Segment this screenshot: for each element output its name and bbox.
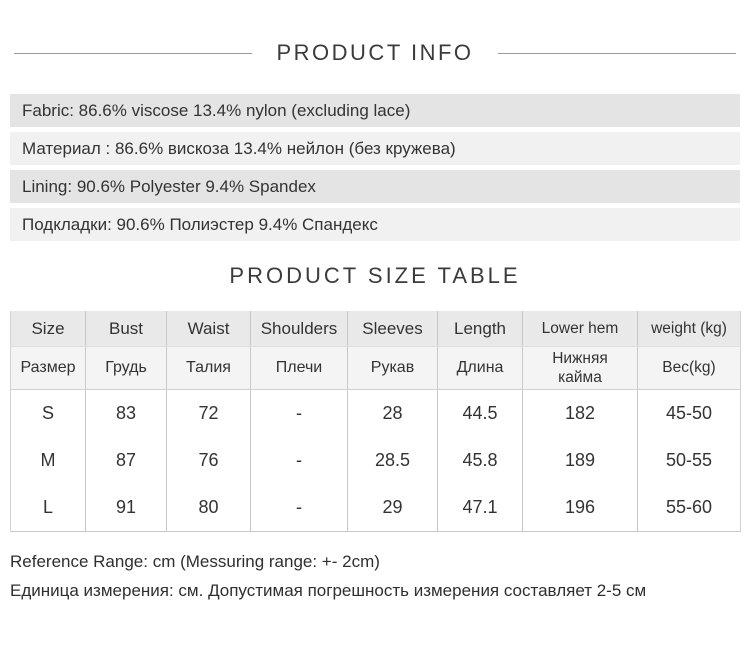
size-row-s: S 83 72 - 28 44.5 182 45-50 — [10, 389, 741, 437]
cell-sleeves: 28 — [347, 389, 438, 437]
reference-range-en: Reference Range: cm (Messuring range: +-… — [10, 552, 380, 571]
col-header-length-ru: Длина — [437, 346, 523, 390]
cell-shoulders: - — [250, 484, 348, 532]
cell-shoulders: - — [250, 389, 348, 437]
page-body: { "product_info": { "title": "PRODUCT IN… — [0, 40, 750, 670]
product-description-page: PRODUCT INFO Fabric: 86.6% viscose 13.4%… — [0, 40, 750, 670]
cell-length: 47.1 — [437, 484, 523, 532]
measurement-notes: Reference Range: cm (Messuring range: +-… — [10, 547, 750, 605]
col-header-bust: Bust — [85, 311, 167, 347]
col-header-size-ru: Размер — [10, 346, 86, 390]
col-header-length: Length — [437, 311, 523, 347]
cell-length: 45.8 — [437, 437, 523, 484]
cell-weight: 50-55 — [637, 437, 741, 484]
cell-lower-hem: 189 — [522, 437, 638, 484]
size-row-l: L 91 80 - 29 47.1 196 55-60 — [10, 484, 741, 532]
cell-weight: 45-50 — [637, 389, 741, 437]
size-row-m: M 87 76 - 28.5 45.8 189 50-55 — [10, 437, 741, 484]
lower-hem-ru-label: Нижняя кайма — [552, 349, 608, 386]
material-row-ru: Материал : 86.6% вискоза 13.4% нейлон (б… — [10, 132, 740, 165]
cell-waist: 80 — [166, 484, 251, 532]
cell-waist: 72 — [166, 389, 251, 437]
cell-lower-hem: 182 — [522, 389, 638, 437]
lining-row-en: Lining: 90.6% Polyester 9.4% Spandex — [10, 170, 740, 203]
cell-size: S — [10, 389, 86, 437]
col-header-shoulders-ru: Плечи — [250, 346, 348, 390]
product-info-heading: PRODUCT INFO — [0, 40, 750, 66]
cell-bust: 91 — [85, 484, 167, 532]
heading-rule-right — [497, 52, 737, 54]
cell-bust: 83 — [85, 389, 167, 437]
fabric-info-list: Fabric: 86.6% viscose 13.4% nylon (exclu… — [10, 94, 740, 241]
col-header-waist-ru: Талия — [166, 346, 251, 390]
fabric-row-en: Fabric: 86.6% viscose 13.4% nylon (exclu… — [10, 94, 740, 127]
header-row-ru: Размер Грудь Талия Плечи Рукав Длина Ниж… — [10, 346, 741, 390]
product-info-title: PRODUCT INFO — [276, 40, 474, 65]
size-table: Size Bust Waist Shoulders Sleeves Length… — [10, 311, 741, 532]
lining-row-ru: Подкладки: 90.6% Полиэстер 9.4% Спандекс — [10, 208, 740, 241]
cell-size: M — [10, 437, 86, 484]
col-header-bust-ru: Грудь — [85, 346, 167, 390]
col-header-weight: weight (kg) — [637, 311, 741, 347]
cell-size: L — [10, 484, 86, 532]
col-header-waist: Waist — [166, 311, 251, 347]
cell-sleeves: 29 — [347, 484, 438, 532]
cell-shoulders: - — [250, 437, 348, 484]
col-header-shoulders: Shoulders — [250, 311, 348, 347]
cell-waist: 76 — [166, 437, 251, 484]
size-table-title: PRODUCT SIZE TABLE — [229, 263, 521, 288]
cell-lower-hem: 196 — [522, 484, 638, 532]
cell-weight: 55-60 — [637, 484, 741, 532]
col-header-sleeves-ru: Рукав — [347, 346, 438, 390]
header-row-en: Size Bust Waist Shoulders Sleeves Length… — [10, 311, 741, 347]
col-header-sleeves: Sleeves — [347, 311, 438, 347]
heading-rule-left — [14, 52, 253, 54]
cell-bust: 87 — [85, 437, 167, 484]
reference-range-ru: Единица измерения: см. Допустимая погреш… — [10, 581, 647, 600]
col-header-lower-hem: Lower hem — [522, 311, 638, 347]
col-header-lower-hem-ru: Нижняя кайма — [522, 346, 638, 390]
col-header-weight-ru: Вес(kg) — [637, 346, 741, 390]
col-header-size: Size — [10, 311, 86, 347]
cell-sleeves: 28.5 — [347, 437, 438, 484]
cell-length: 44.5 — [437, 389, 523, 437]
